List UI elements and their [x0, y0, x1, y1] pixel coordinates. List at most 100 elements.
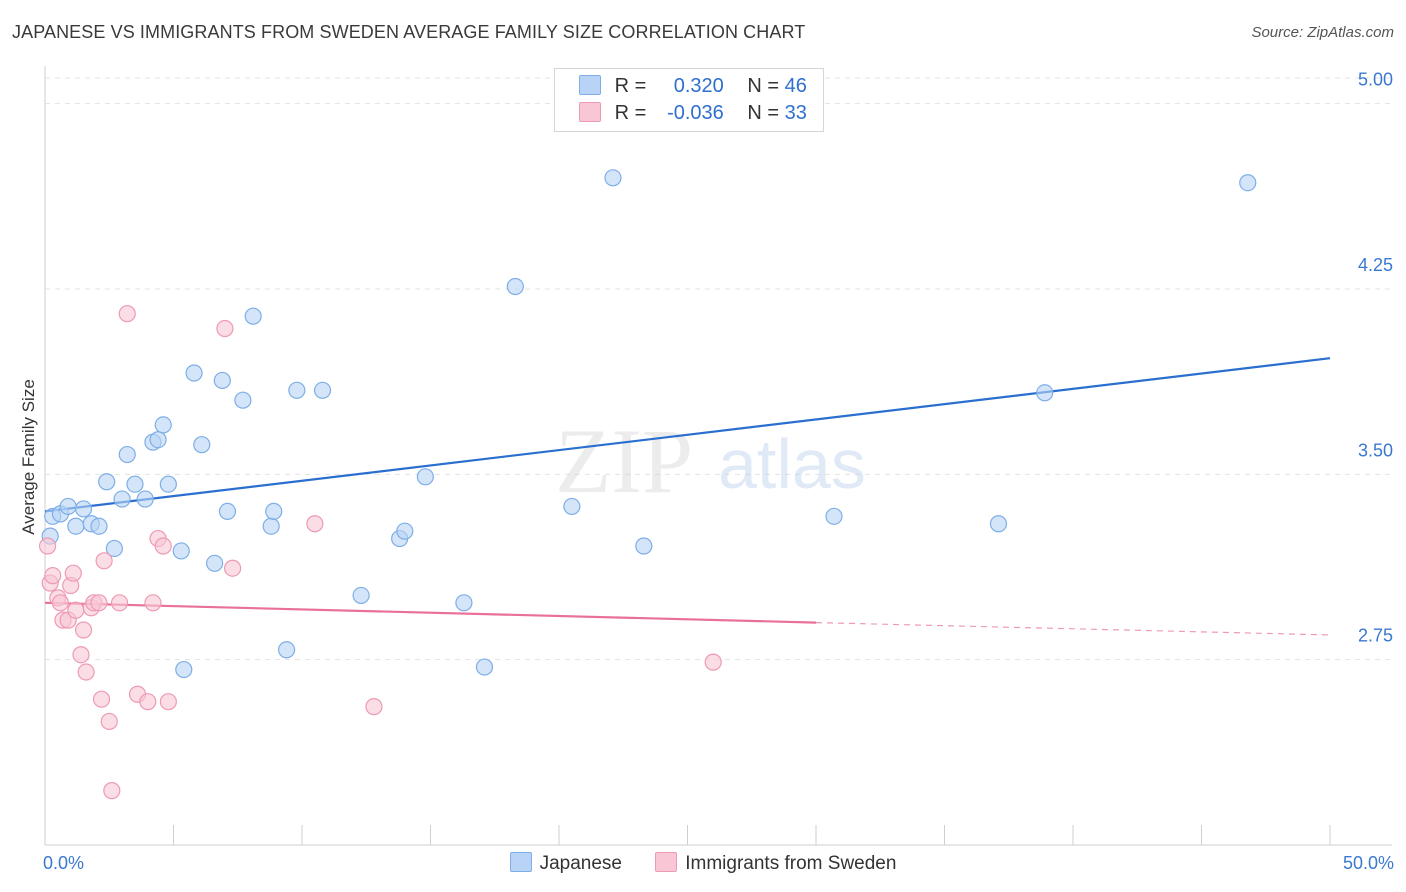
- sweden-point: [154, 537, 172, 555]
- japanese-point: [206, 554, 224, 572]
- legend-row-japanese: R = 0.320 N = 46: [579, 75, 807, 101]
- stats-legend: R = 0.320 N = 46 R = -0.036 N = 33: [554, 68, 824, 132]
- tick-labels: 2.75 3.50 4.25 5.00 0.0% 50.0%: [43, 70, 1394, 873]
- n-value: 33: [784, 102, 807, 124]
- sweden-point: [306, 515, 324, 533]
- sweden-point: [92, 690, 111, 708]
- trend-lines: [44, 357, 1331, 636]
- japanese-point: [213, 371, 231, 390]
- japanese-point: [136, 490, 154, 508]
- japanese-point: [352, 586, 370, 605]
- sweden-point: [38, 537, 57, 555]
- sweden-point: [139, 693, 157, 711]
- japanese-point: [185, 364, 203, 382]
- grid-lines: [45, 77, 1392, 661]
- sweden-point: [95, 552, 113, 570]
- japanese-point: [59, 497, 77, 516]
- japanese-point: [277, 641, 296, 659]
- sweden-point: [44, 567, 62, 585]
- sweden-point: [159, 693, 177, 711]
- sweden-point: [216, 319, 234, 338]
- japanese-point: [234, 391, 252, 409]
- sweden-point: [704, 653, 722, 671]
- n-label: N =: [747, 75, 785, 97]
- series-legend: Japanese Immigrants from Sweden: [0, 852, 1406, 875]
- n-value: 46: [784, 75, 807, 97]
- n-label: N =: [747, 102, 785, 124]
- sweden-point: [72, 646, 90, 664]
- legend-label: Immigrants from Sweden: [685, 853, 897, 874]
- japanese-point: [262, 517, 280, 535]
- y-axis-label: Average Family Size: [19, 379, 38, 535]
- japanese-point: [455, 594, 473, 612]
- data-points: [38, 169, 1257, 800]
- japanese-point: [113, 490, 131, 508]
- sweden-point: [64, 564, 82, 582]
- japanese-swatch: [509, 852, 532, 872]
- japanese-point: [475, 658, 494, 676]
- japanese-point: [416, 468, 434, 486]
- japanese-point: [563, 497, 581, 516]
- japanese-point: [265, 502, 283, 520]
- legend-label: Japanese: [539, 853, 622, 874]
- japanese-point: [149, 431, 167, 449]
- r-label: R =: [614, 75, 652, 97]
- japanese-point: [105, 539, 123, 558]
- japanese-point: [90, 517, 108, 535]
- sweden-point: [103, 782, 121, 800]
- japanese-swatch: [579, 75, 601, 95]
- japanese-point: [172, 542, 190, 560]
- watermark-zip: ZIP: [555, 410, 693, 512]
- japanese-point: [604, 169, 622, 187]
- sweden-point: [77, 663, 95, 681]
- japanese-point: [989, 515, 1008, 533]
- japanese-point: [244, 307, 262, 325]
- watermark-atlas: atlas: [718, 425, 866, 503]
- japanese-point: [506, 277, 524, 296]
- japanese-point: [159, 475, 177, 493]
- sweden-point: [90, 594, 108, 612]
- y-tick-label: 5.00: [1358, 70, 1393, 90]
- legend-item-sweden: Immigrants from Sweden: [655, 852, 896, 875]
- sweden-point: [110, 594, 129, 612]
- sweden-point: [100, 712, 118, 731]
- y-tick-label: 2.75: [1358, 626, 1393, 646]
- r-value: -0.036: [667, 102, 724, 124]
- legend-item-japanese: Japanese: [509, 852, 622, 875]
- sweden-point: [118, 305, 136, 323]
- japanese-point: [175, 660, 193, 679]
- japanese-point: [118, 445, 136, 464]
- japanese-point: [193, 436, 211, 454]
- sweden-point: [67, 601, 85, 619]
- axes: [44, 66, 1392, 846]
- japanese-point: [126, 475, 144, 493]
- japanese-point: [218, 502, 237, 520]
- r-value: 0.320: [673, 75, 724, 97]
- japanese-point: [67, 517, 85, 535]
- japanese-point: [825, 507, 843, 525]
- japanese-point: [74, 500, 93, 518]
- sweden-trend-line: [44, 601, 817, 624]
- x-tick-label: 0.0%: [43, 853, 84, 873]
- japanese-point: [313, 381, 332, 399]
- japanese-point: [98, 473, 116, 491]
- sweden-point: [365, 698, 383, 716]
- sweden-point: [224, 559, 242, 577]
- source-label: Source: ZipAtlas.com: [1251, 24, 1394, 41]
- sweden-point: [51, 594, 70, 612]
- watermark: ZIP atlas: [555, 410, 866, 512]
- japanese-point: [1239, 174, 1257, 192]
- japanese-point: [154, 416, 172, 434]
- r-label: R =: [614, 102, 652, 124]
- sweden-point: [144, 594, 162, 612]
- sweden-swatch: [655, 852, 678, 872]
- sweden-point: [74, 621, 93, 639]
- japanese-point: [635, 537, 653, 555]
- legend-row-sweden: R = -0.036 N = 33: [579, 102, 807, 128]
- chart-title: JAPANESE VS IMMIGRANTS FROM SWEDEN AVERA…: [12, 22, 806, 42]
- sweden-trend-extension: [815, 621, 1331, 636]
- y-tick-label: 4.25: [1358, 255, 1393, 275]
- japanese-point: [1036, 384, 1054, 402]
- x-tick-label: 50.0%: [1343, 853, 1394, 873]
